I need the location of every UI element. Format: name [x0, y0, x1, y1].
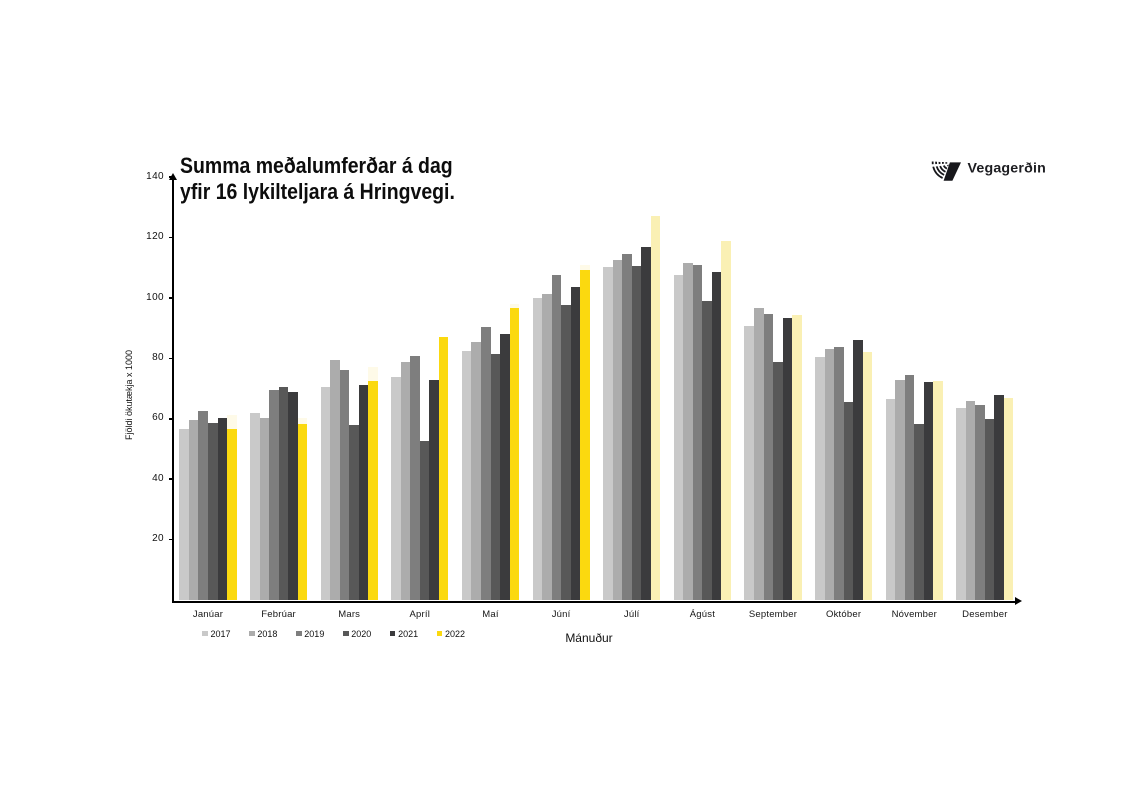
svg-text:Vegagerðin: Vegagerðin	[968, 160, 1046, 176]
